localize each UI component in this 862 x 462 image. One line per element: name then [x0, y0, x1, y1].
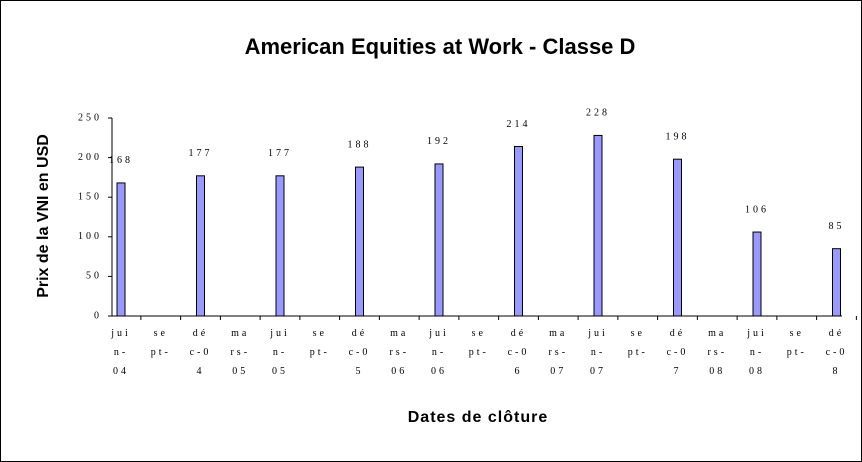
y-tick-label: 250 — [78, 112, 102, 123]
bar — [355, 166, 364, 317]
x-tick-label-box: sept- — [468, 328, 489, 358]
y-axis-title: Prix de la VNI en USD — [35, 134, 52, 298]
x-tick-label-box: déc-07 — [666, 328, 689, 377]
x-tick-label: déc-04 — [189, 328, 212, 377]
bar — [673, 158, 682, 317]
x-tick-label-box: déc-06 — [507, 328, 530, 377]
x-tick-label-box: déc-08 — [825, 328, 848, 377]
data-label: 214 — [507, 119, 531, 130]
data-label: 198 — [666, 131, 690, 142]
x-tick-label: juin-08 — [747, 328, 767, 377]
x-tick-label-box: juin-04 — [111, 328, 131, 377]
x-tick-label-box: déc-04 — [189, 328, 212, 377]
bar — [434, 163, 444, 317]
x-tick-label-box: sept- — [627, 328, 648, 358]
bar — [514, 146, 523, 317]
x-tick-label: sept- — [309, 328, 330, 358]
x-tick-label: mars-05 — [230, 328, 251, 377]
x-tick-label: juin-04 — [111, 328, 131, 377]
y-tick-label: 50 — [86, 271, 102, 282]
x-tick-label-box: mars-06 — [389, 328, 410, 377]
x-tick-label: sept- — [150, 328, 171, 358]
x-tick-label: sept- — [468, 328, 489, 358]
x-tick-label: mars-07 — [548, 328, 569, 377]
x-tick-label-box: juin-05 — [270, 328, 290, 377]
y-tick-label: 0 — [94, 310, 102, 321]
data-label: 106 — [745, 204, 769, 215]
x-tick-label: déc-05 — [348, 328, 371, 377]
x-tick-label-box: mars-05 — [230, 328, 251, 377]
bar — [832, 248, 841, 317]
bar — [752, 231, 762, 317]
x-tick-label: déc-07 — [666, 328, 689, 377]
x-tick-label: mars-06 — [389, 328, 410, 377]
x-tick-label: sept- — [627, 328, 648, 358]
x-tick-label-box: juin-06 — [429, 328, 449, 377]
y-tick-label: 150 — [78, 191, 102, 202]
x-tick-label-box: déc-05 — [348, 328, 371, 377]
x-tick-label-box: sept- — [309, 328, 330, 358]
data-label: 188 — [348, 139, 372, 150]
data-label: 85 — [829, 221, 845, 232]
bar — [196, 175, 205, 317]
data-label: 177 — [189, 148, 213, 159]
data-label: 177 — [268, 148, 292, 159]
y-tick-label: 100 — [78, 231, 102, 242]
bar — [116, 182, 126, 317]
x-tick-label: juin-06 — [429, 328, 449, 377]
bar — [593, 134, 603, 317]
x-tick-label-box: mars-07 — [548, 328, 569, 377]
x-tick-label-box: sept- — [786, 328, 807, 358]
x-tick-label: déc-08 — [825, 328, 848, 377]
x-tick-label: déc-06 — [507, 328, 530, 377]
x-tick-label-box: sept- — [150, 328, 171, 358]
chart-title: American Equities at Work - Classe D — [245, 34, 636, 59]
x-tick-label: sept- — [786, 328, 807, 358]
y-tick-label: 200 — [78, 152, 102, 163]
bar — [275, 175, 285, 317]
x-tick-label: mars-08 — [707, 328, 728, 377]
data-label: 192 — [427, 136, 451, 147]
x-axis-title: Dates de clôture — [408, 409, 548, 426]
x-tick-label-box: mars-08 — [707, 328, 728, 377]
data-label: 228 — [586, 108, 610, 119]
x-tick-label: juin-05 — [270, 328, 290, 377]
data-label: 168 — [109, 155, 133, 166]
x-tick-label-box: juin-07 — [588, 328, 608, 377]
x-tick-label: juin-07 — [588, 328, 608, 377]
x-tick-label-box: juin-08 — [747, 328, 767, 377]
